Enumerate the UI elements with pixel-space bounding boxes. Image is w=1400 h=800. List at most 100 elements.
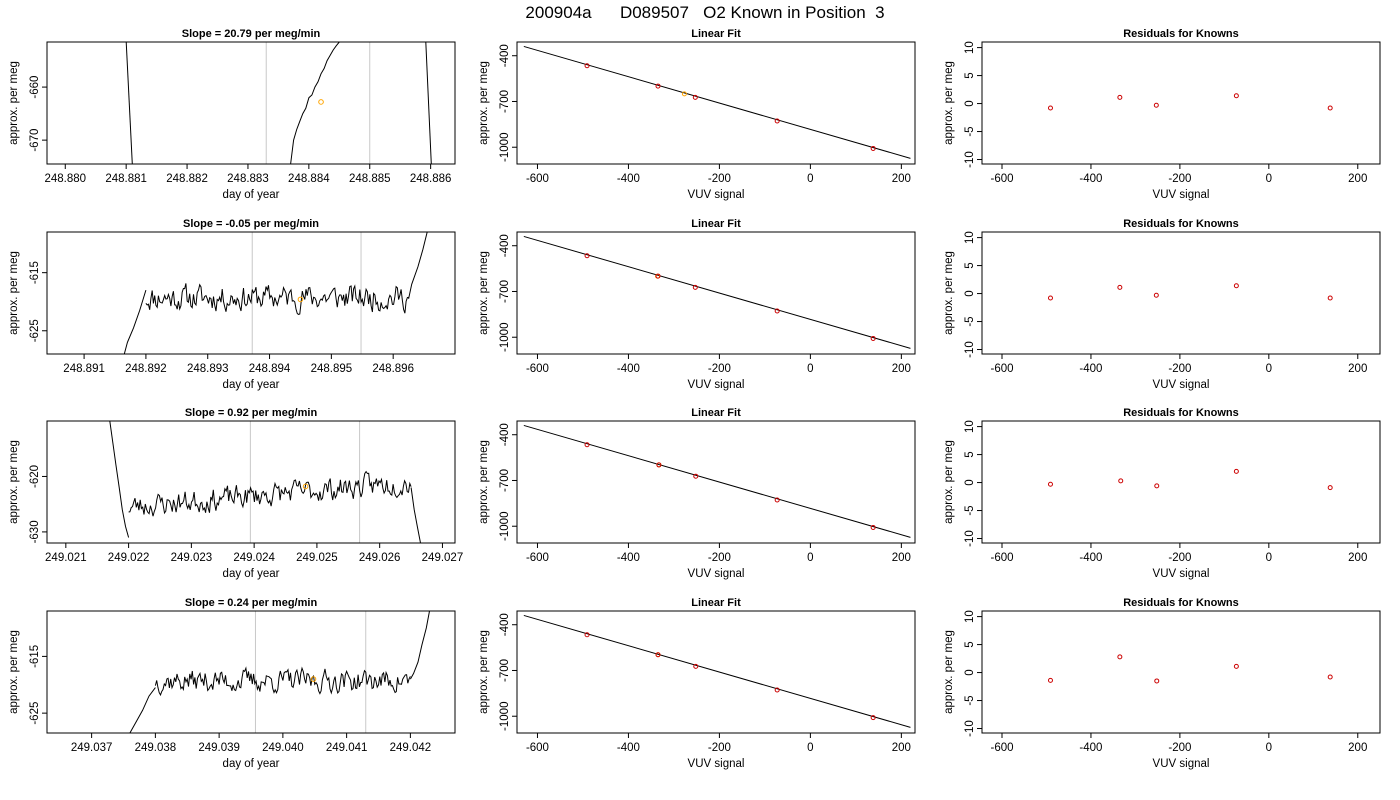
y-tick-label: -1000 <box>499 702 511 731</box>
trace-segment <box>123 289 147 354</box>
plot-frame <box>46 41 456 165</box>
x-tick-label: -600 <box>526 173 549 185</box>
panel-r3c3: Residuals for Knowns VUV signal approx. pe… <box>943 407 1381 580</box>
fit-line <box>523 614 911 728</box>
x-tick-label: -400 <box>1079 173 1102 185</box>
x-tick-label: 248.891 <box>63 363 105 375</box>
panel-r2c1: Slope = -0.05 per meg/min day of year appr… <box>8 218 456 391</box>
x-tick-label: 249.024 <box>233 552 275 564</box>
y-tick-label: -615 <box>29 645 41 668</box>
x-tick-label: 249.021 <box>45 552 87 564</box>
known-point <box>1117 284 1123 290</box>
known-point <box>774 308 780 314</box>
known-point <box>655 273 661 279</box>
highlight-point <box>681 91 687 97</box>
panel-title: Linear Fit <box>691 28 741 40</box>
plot-area <box>523 235 911 349</box>
x-axis-label: day of year <box>223 379 280 391</box>
x-tick-label: -600 <box>990 742 1013 754</box>
known-point <box>1154 483 1160 489</box>
figure-title: 200904a D089507 O2 Known in Position 3 <box>525 3 884 22</box>
known-point <box>655 652 661 658</box>
y-tick-label: 5 <box>964 262 976 268</box>
plot-area <box>523 424 911 538</box>
x-tick-label: -200 <box>1168 742 1191 754</box>
y-tick-label: 0 <box>964 479 976 485</box>
x-tick-label: -200 <box>1168 173 1191 185</box>
panel-title: Slope = 0.24 per meg/min <box>185 597 318 609</box>
y-tick-label: -700 <box>499 469 511 492</box>
plot-area <box>1047 468 1333 491</box>
x-axis-label: VUV signal <box>688 568 745 580</box>
y-tick-label: 0 <box>964 669 976 675</box>
x-tick-label: -400 <box>1079 363 1102 375</box>
x-tick-label: -400 <box>1079 552 1102 564</box>
y-tick-label: -620 <box>29 465 41 488</box>
y-tick-label: -1000 <box>499 512 511 541</box>
x-axis-label: VUV signal <box>1153 189 1210 201</box>
panel-title: Residuals for Knowns <box>1123 218 1239 230</box>
x-tick-label: 249.027 <box>422 552 464 564</box>
x-tick-label: 249.023 <box>171 552 213 564</box>
y-tick-label: -700 <box>499 90 511 113</box>
known-point <box>870 145 876 151</box>
x-axis-label: VUV signal <box>688 189 745 201</box>
known-point <box>1118 478 1124 484</box>
known-point <box>693 473 699 479</box>
known-point <box>692 284 698 290</box>
y-axis-label: approx. per meg <box>478 251 490 335</box>
y-tick-label: -670 <box>29 129 41 152</box>
y-axis-label: approx. per meg <box>943 630 955 714</box>
known-point <box>584 253 590 259</box>
y-axis-label: approx. per meg <box>943 440 955 524</box>
plot-area <box>123 232 428 354</box>
y-tick-label: -400 <box>499 44 511 67</box>
x-axis-label: VUV signal <box>1153 568 1210 580</box>
x-tick-label: 200 <box>1348 742 1367 754</box>
y-tick-label: -5 <box>964 126 976 136</box>
x-tick-label: 0 <box>807 552 813 564</box>
y-axis-label: approx. per meg <box>943 251 955 335</box>
x-tick-label: 200 <box>892 742 911 754</box>
known-point <box>693 663 699 669</box>
x-tick-label: 248.883 <box>227 173 269 185</box>
x-tick-label: -400 <box>617 552 640 564</box>
known-point <box>1047 295 1053 301</box>
x-tick-label: 248.880 <box>44 173 86 185</box>
panel-r4c1: Slope = 0.24 per meg/min day of year appro… <box>8 597 456 770</box>
x-tick-label: -600 <box>990 363 1013 375</box>
x-tick-label: 200 <box>1348 552 1367 564</box>
panel-title: Linear Fit <box>691 218 741 230</box>
plot-area <box>129 611 430 733</box>
known-point <box>656 462 662 468</box>
plot-frame <box>981 610 1381 734</box>
known-point <box>584 632 590 638</box>
plot-area <box>1047 283 1333 301</box>
fit-line <box>523 424 911 538</box>
x-tick-label: 249.038 <box>135 742 177 754</box>
known-point <box>584 442 590 448</box>
known-point <box>1327 105 1333 111</box>
plot-area <box>523 45 911 159</box>
x-axis-label: VUV signal <box>1153 758 1210 770</box>
y-tick-label: -1000 <box>499 133 511 162</box>
x-tick-label: 249.041 <box>326 742 368 754</box>
y-tick-label: -625 <box>29 702 41 725</box>
y-axis-label: approx. per meg <box>478 440 490 524</box>
known-point <box>1233 93 1239 99</box>
known-point <box>1327 485 1333 491</box>
y-tick-label: -660 <box>29 76 41 99</box>
plot-frame <box>46 231 456 355</box>
fit-line <box>523 45 911 159</box>
y-axis-label: approx. per meg <box>8 251 20 335</box>
panel-title: Residuals for Knowns <box>1123 407 1239 419</box>
y-tick-label: -10 <box>964 530 976 547</box>
x-tick-label: 249.040 <box>262 742 304 754</box>
panel-title: Residuals for Knowns <box>1123 28 1239 40</box>
x-tick-label: 248.885 <box>349 173 391 185</box>
known-point <box>774 687 780 693</box>
panel-r2c3: Residuals for Knowns VUV signal approx. pe… <box>943 218 1381 391</box>
y-tick-label: -630 <box>29 520 41 543</box>
plot-area <box>523 614 911 728</box>
x-axis-label: VUV signal <box>688 758 745 770</box>
